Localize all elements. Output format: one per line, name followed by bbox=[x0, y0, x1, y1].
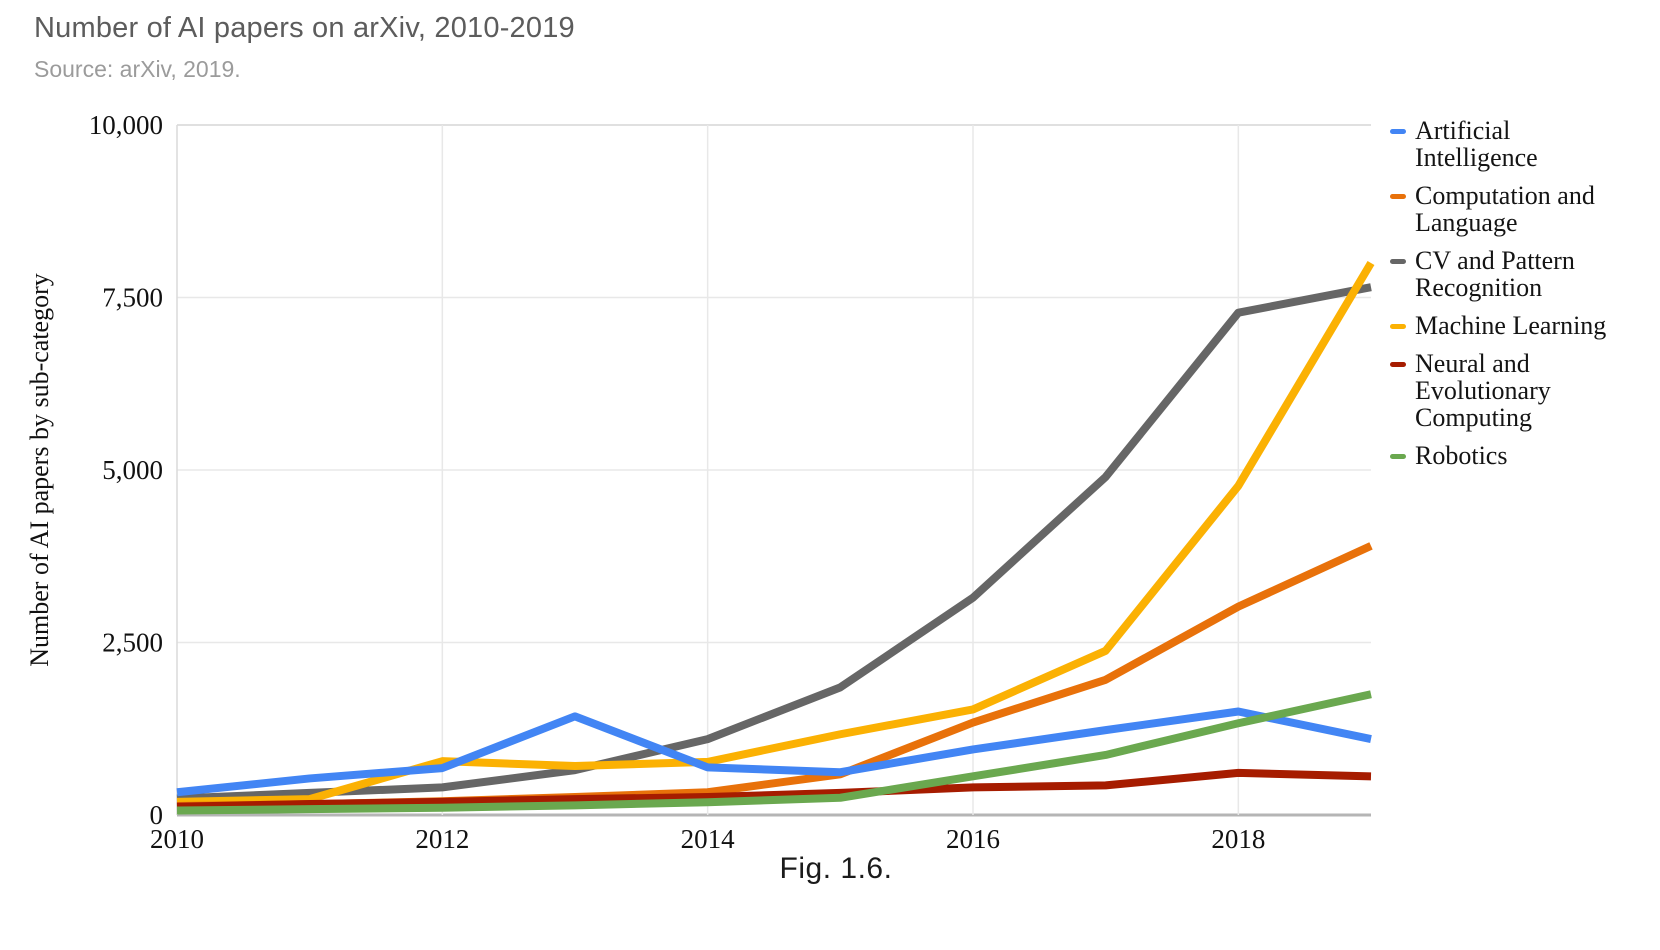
x-tick-label: 2012 bbox=[415, 824, 469, 854]
series-line-artificial-intelligence bbox=[176, 707, 1372, 797]
y-tick-label: 5,000 bbox=[102, 455, 163, 485]
legend-swatch bbox=[1390, 454, 1406, 459]
legend-item-neural-and-evolutionary-computing: Neural and Evolutionary Computing bbox=[1390, 350, 1625, 431]
legend-label: Neural and Evolutionary Computing bbox=[1415, 349, 1551, 432]
legend-swatch bbox=[1390, 324, 1406, 329]
legend-label: Computation and Language bbox=[1415, 181, 1595, 237]
legend-item-machine-learning: Machine Learning bbox=[1390, 312, 1625, 339]
legend-item-cv-and-pattern-recognition: CV and Pattern Recognition bbox=[1390, 247, 1625, 301]
series-line-robotics bbox=[176, 690, 1372, 815]
legend-swatch bbox=[1390, 129, 1406, 134]
y-tick-label: 2,500 bbox=[102, 628, 163, 658]
legend-swatch bbox=[1390, 194, 1406, 199]
legend-swatch bbox=[1390, 362, 1406, 367]
legend-label: CV and Pattern Recognition bbox=[1415, 246, 1575, 302]
series-line-machine-learning bbox=[176, 260, 1375, 806]
y-tick-label: 0 bbox=[150, 800, 164, 830]
legend-label: Machine Learning bbox=[1415, 311, 1607, 340]
x-tick-label: 2010 bbox=[150, 824, 204, 854]
figure-caption-text: Fig. 1.6. bbox=[779, 852, 893, 885]
series-line-cv-and-pattern-recognition bbox=[176, 283, 1372, 803]
x-tick-label: 2018 bbox=[1211, 824, 1265, 854]
y-tick-label: 10,000 bbox=[89, 110, 163, 140]
legend-item-artificial-intelligence: Artificial Intelligence bbox=[1390, 117, 1625, 171]
x-tick-label: 2014 bbox=[681, 824, 736, 854]
series-layer bbox=[176, 260, 1375, 815]
chart-source: Source: arXiv, 2019. bbox=[34, 56, 241, 82]
legend: Artificial Intelligence Computation and Lan… bbox=[1390, 117, 1625, 480]
legend-swatch bbox=[1390, 259, 1406, 264]
figure-caption: Fig. 1.6. bbox=[0, 852, 1660, 886]
legend-item-robotics: Robotics bbox=[1390, 442, 1625, 469]
series-line-neural-and-evolutionary-computing bbox=[176, 768, 1372, 811]
chart-title: Number of AI papers on arXiv, 2010-2019 bbox=[34, 12, 575, 44]
tick-layer: 0 2,500 5,000 7,500 10,000 2010 2012 2014 2016 20… bbox=[89, 110, 1266, 854]
y-axis-title: Number of AI papers by sub-category bbox=[25, 273, 54, 667]
legend-item-computation-and-language: Computation and Language bbox=[1390, 182, 1625, 236]
legend-label: Artificial Intelligence bbox=[1415, 116, 1538, 172]
legend-label: Robotics bbox=[1415, 441, 1508, 470]
y-tick-label: 7,500 bbox=[102, 283, 163, 313]
x-tick-label: 2016 bbox=[946, 824, 1000, 854]
grid-layer bbox=[176, 124, 1371, 817]
